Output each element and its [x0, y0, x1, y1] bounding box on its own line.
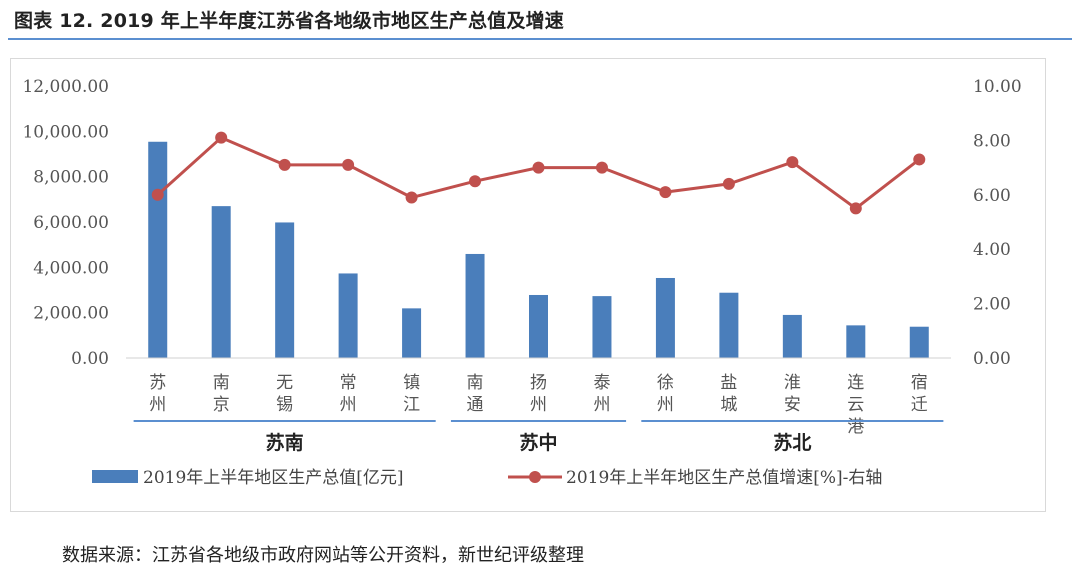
x-tick-label: 泰州	[593, 373, 610, 415]
y-right-tick-label: 10.00	[973, 77, 1022, 97]
bar-gdp	[719, 292, 739, 358]
y-left-tick-label: 2,000.00	[33, 304, 109, 324]
x-tick-label: 连云港	[847, 373, 864, 437]
point-growth-rate	[722, 177, 735, 190]
bar-gdp	[402, 308, 422, 358]
y-left-tick-label: 10,000.00	[22, 122, 109, 142]
bar-gdp	[782, 314, 802, 358]
chart-frame: 0.00 2,000.00 4,000.00 6,000.00 8,000.00 10,0…	[10, 58, 1046, 512]
bar-gdp	[592, 296, 612, 358]
x-tick-label: 南京	[213, 373, 230, 415]
legend-label-bar: 2019年上半年地区生产总值[亿元]	[143, 468, 404, 488]
legend-label-line: 2019年上半年地区生产总值增速[%]-右轴	[566, 468, 882, 488]
y-left-tick-label: 4,000.00	[33, 258, 109, 278]
point-growth-rate	[215, 131, 228, 144]
x-tick-label: 南通	[467, 373, 484, 415]
point-growth-rate	[659, 186, 672, 199]
x-tick-label: 宿迁	[911, 373, 928, 415]
combo-chart: 0.00 2,000.00 4,000.00 6,000.00 8,000.00 10,0…	[22, 77, 1022, 488]
point-growth-rate	[913, 153, 926, 166]
chart-title: 图表 12. 2019 年上半年度江苏省各地级市地区生产总值及增速	[14, 10, 564, 32]
point-growth-rate	[849, 202, 862, 215]
region-label: 苏中	[519, 431, 557, 454]
region-label: 苏北	[773, 431, 811, 454]
bar-gdp	[275, 222, 295, 358]
legend-swatch-bar	[92, 470, 138, 483]
x-tick-label: 淮安	[784, 373, 801, 415]
x-tick-label: 盐城	[720, 373, 737, 415]
point-growth-rate	[405, 191, 418, 204]
bar-gdp	[338, 273, 358, 358]
x-tick-label: 苏州	[149, 373, 166, 415]
point-growth-rate	[786, 156, 799, 169]
point-growth-rate	[151, 188, 164, 201]
y-left-tick-label: 12,000.00	[22, 77, 109, 97]
y-right-tick-label: 4.00	[973, 240, 1011, 260]
x-tick-label: 无锡	[276, 373, 293, 415]
title-divider	[8, 38, 1072, 40]
y-left-tick-label: 0.00	[71, 349, 109, 369]
bar-gdp	[465, 253, 485, 358]
bar-gdp	[909, 326, 929, 358]
point-growth-rate	[342, 158, 355, 171]
x-tick-label: 徐州	[657, 373, 674, 415]
x-tick-label: 镇江	[403, 373, 420, 415]
y-right-tick-label: 0.00	[973, 349, 1011, 369]
point-growth-rate	[595, 161, 608, 174]
legend-swatch-marker	[529, 471, 541, 483]
point-growth-rate	[532, 161, 545, 174]
y-right-tick-label: 2.00	[973, 295, 1011, 315]
bar-gdp	[529, 294, 548, 358]
bar-gdp	[655, 277, 675, 358]
y-left-tick-label: 8,000.00	[33, 168, 109, 188]
point-growth-rate	[278, 158, 291, 171]
x-tick-label: 扬州	[530, 373, 547, 415]
y-left-tick-label: 6,000.00	[33, 213, 109, 233]
point-growth-rate	[469, 175, 482, 188]
region-label: 苏南	[266, 431, 304, 454]
source-note: 数据来源：江苏省各地级市政府网站等公开资料，新世纪评级整理	[62, 545, 584, 566]
x-tick-label: 常州	[340, 373, 357, 415]
y-right-tick-label: 6.00	[973, 186, 1011, 206]
bar-gdp	[148, 141, 168, 358]
bar-gdp	[211, 206, 231, 358]
bar-gdp	[846, 325, 866, 358]
y-right-tick-label: 8.00	[973, 131, 1011, 151]
